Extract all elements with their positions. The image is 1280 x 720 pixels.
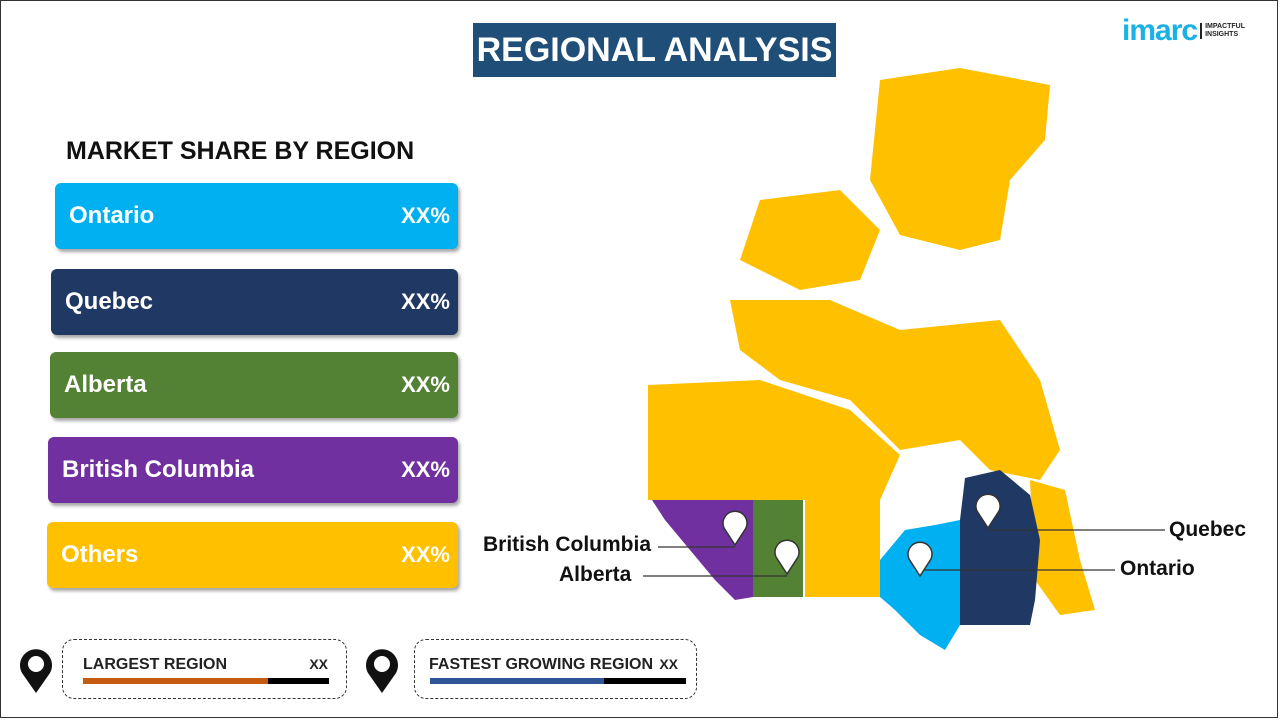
- largest-region-card: LARGEST REGION XX: [62, 639, 347, 699]
- section-subtitle: MARKET SHARE BY REGION: [66, 137, 415, 165]
- map-label-alberta: Alberta: [559, 563, 632, 586]
- pin-icon-alberta: [774, 539, 800, 576]
- ontario-region: [880, 520, 960, 650]
- page-title: REGIONAL ANALYSIS: [473, 23, 836, 77]
- fastest-growing-region-card: FASTEST GROWING REGION XX: [414, 639, 697, 699]
- region-bar-quebec: Quebec XX%: [51, 269, 458, 335]
- pin-icon-quebec: [975, 493, 1001, 530]
- largest-region-bar: [83, 678, 268, 684]
- region-bar-others: Others XX%: [47, 522, 458, 588]
- location-pin-icon: [19, 649, 53, 693]
- map-label-bc: British Columbia: [483, 533, 652, 556]
- others-region: [648, 68, 1095, 615]
- map-label-ontario: Ontario: [1120, 557, 1195, 580]
- location-pin-icon: [366, 649, 398, 693]
- region-bar-alberta: Alberta XX%: [50, 352, 458, 418]
- map-label-quebec: Quebec: [1169, 518, 1247, 541]
- quebec-region: [960, 470, 1040, 625]
- region-bar-british-columbia: British Columbia XX%: [48, 437, 458, 503]
- imarc-logo: imarc IMPACTFUL INSIGHTS: [1122, 14, 1245, 47]
- region-bar-ontario: Ontario XX%: [55, 183, 458, 249]
- fastest-growing-region-bar: [430, 678, 605, 684]
- pin-icon-ontario: [907, 541, 933, 578]
- pin-icon-bc: [722, 510, 748, 547]
